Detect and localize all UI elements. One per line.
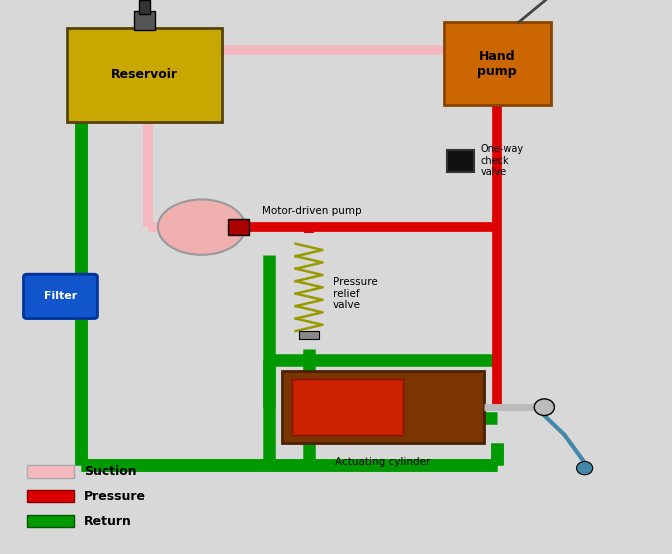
FancyBboxPatch shape [444,22,551,105]
Bar [292,379,403,435]
Text: Actuating cylinder: Actuating cylinder [335,457,431,467]
Circle shape [577,461,593,475]
Text: Pressure: Pressure [84,490,146,503]
Bar [27,515,74,527]
Text: Motor-driven pump: Motor-driven pump [262,206,362,216]
Bar [447,150,474,172]
Text: Return: Return [84,515,132,528]
Bar [27,465,74,478]
Ellipse shape [158,199,245,255]
FancyBboxPatch shape [67,28,222,122]
Bar [134,11,155,30]
Bar [139,0,150,14]
Bar [282,371,484,443]
FancyBboxPatch shape [24,274,97,319]
Text: Pressure
relief
valve: Pressure relief valve [333,277,378,310]
Circle shape [534,399,554,416]
Bar [299,331,319,339]
Text: Reservoir: Reservoir [111,68,178,81]
Text: Suction: Suction [84,465,136,478]
Text: Hand
pump: Hand pump [478,50,517,78]
Bar [228,219,249,235]
Bar [27,490,74,502]
Text: Filter: Filter [44,291,77,301]
Text: One-way
check
valve: One-way check valve [480,144,523,177]
